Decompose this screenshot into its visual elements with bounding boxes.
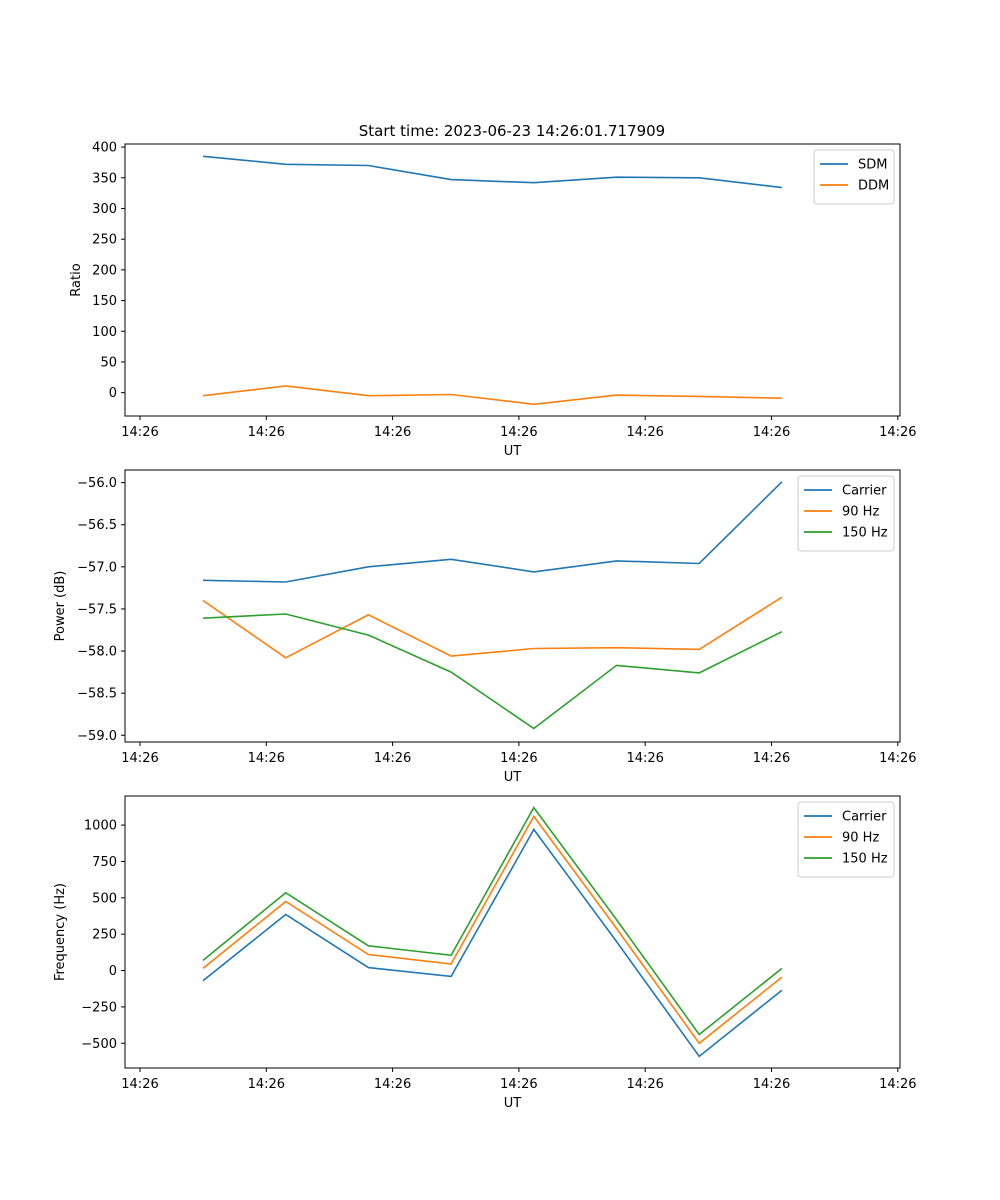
y-tick-label: 350 bbox=[92, 171, 117, 186]
y-tick-label: 100 bbox=[92, 325, 117, 340]
y-tick-label: −57.5 bbox=[77, 602, 117, 617]
axes-frame bbox=[124, 143, 901, 417]
y-tick-label: 0 bbox=[109, 386, 117, 401]
y-tick-label: 250 bbox=[92, 928, 117, 943]
y-tick-label: 50 bbox=[100, 355, 117, 370]
x-tick-label: 14:26 bbox=[121, 1077, 158, 1092]
chart-title: Start time: 2023-06-23 14:26:01.717909 bbox=[359, 122, 665, 140]
y-tick-label: −500 bbox=[81, 1037, 117, 1052]
x-tick-label: 14:26 bbox=[121, 425, 158, 440]
legend: Carrier 90 Hz 150 Hz bbox=[797, 801, 895, 878]
series-line-sdm bbox=[202, 155, 782, 189]
x-tick-label: 14:26 bbox=[374, 751, 411, 766]
y-axis-label: Power (dB) bbox=[53, 571, 68, 642]
y-tick-label: −58.0 bbox=[77, 645, 117, 660]
y-tick-label: 300 bbox=[92, 202, 117, 217]
x-axis-label: UT bbox=[504, 444, 522, 459]
legend: SDM DDM bbox=[813, 149, 895, 205]
x-tick-label: 14:26 bbox=[753, 1077, 790, 1092]
x-tick-label: 14:26 bbox=[374, 425, 411, 440]
y-tick-label: 750 bbox=[92, 855, 117, 870]
series-line-150-hz bbox=[202, 613, 783, 730]
series-line-carrier bbox=[202, 481, 783, 583]
y-tick-label: −58.5 bbox=[77, 687, 117, 702]
series-line-ddm bbox=[202, 385, 782, 406]
y-tick-label: 200 bbox=[92, 263, 117, 278]
axes-frame bbox=[124, 469, 901, 743]
y-tick-label: −56.0 bbox=[77, 476, 117, 491]
legend-entry: 90 Hz bbox=[842, 505, 879, 520]
x-tick-label: 14:26 bbox=[879, 425, 916, 440]
x-tick-label: 14:26 bbox=[500, 1077, 537, 1092]
y-tick-label: −56.5 bbox=[77, 518, 117, 533]
y-axis-label: Frequency (Hz) bbox=[53, 883, 68, 981]
x-tick-label: 14:26 bbox=[121, 751, 158, 766]
legend-entry: Carrier bbox=[842, 484, 887, 499]
x-tick-label: 14:26 bbox=[879, 751, 916, 766]
series-line-90-hz bbox=[202, 596, 783, 659]
axes-frame bbox=[124, 795, 901, 1069]
series-line-90-hz bbox=[202, 814, 783, 1045]
y-tick-label: 500 bbox=[92, 891, 117, 906]
y-tick-label: 250 bbox=[92, 233, 117, 248]
frequency-panel: −500 −250 0 250 500 750 1000 14:26 14:26 14:26 14:… bbox=[53, 795, 917, 1111]
x-tick-label: 14:26 bbox=[248, 425, 285, 440]
y-tick-label: 0 bbox=[109, 964, 117, 979]
legend-entry: 150 Hz bbox=[842, 526, 888, 541]
x-tick-label: 14:26 bbox=[626, 425, 663, 440]
x-tick-label: 14:26 bbox=[626, 751, 663, 766]
x-tick-label: 14:26 bbox=[626, 1077, 663, 1092]
x-tick-label: 14:26 bbox=[500, 425, 537, 440]
y-tick-label: 150 bbox=[92, 294, 117, 309]
x-tick-label: 14:26 bbox=[248, 751, 285, 766]
legend-entry: Carrier bbox=[842, 810, 887, 825]
x-tick-label: 14:26 bbox=[374, 1077, 411, 1092]
y-tick-label: 400 bbox=[92, 141, 117, 156]
x-tick-label: 14:26 bbox=[753, 751, 790, 766]
y-tick-label: −57.0 bbox=[77, 560, 117, 575]
ratio-panel: 0 50 100 150 200 250 300 350 400 14:26 14:26 14:26 1… bbox=[69, 141, 917, 459]
x-tick-label: 14:26 bbox=[500, 751, 537, 766]
x-tick-label: 14:26 bbox=[753, 425, 790, 440]
series-line-carrier bbox=[202, 828, 783, 1058]
y-tick-label: 1000 bbox=[84, 819, 117, 834]
legend: Carrier 90 Hz 150 Hz bbox=[797, 475, 895, 552]
x-axis-label: UT bbox=[504, 770, 522, 785]
y-tick-label: −250 bbox=[81, 1000, 117, 1015]
legend-entry: DDM bbox=[858, 179, 889, 194]
x-axis-label: UT bbox=[504, 1096, 522, 1111]
x-tick-label: 14:26 bbox=[879, 1077, 916, 1092]
series-line-150-hz bbox=[202, 806, 783, 1036]
power-panel: −59.0 −58.5 −58.0 −57.5 −57.0 −56.5 −56.0 14:26… bbox=[53, 469, 917, 785]
legend-entry: SDM bbox=[858, 158, 887, 173]
y-axis-label: Ratio bbox=[69, 263, 84, 296]
y-tick-label: −59.0 bbox=[77, 729, 117, 744]
legend-entry: 90 Hz bbox=[842, 831, 879, 846]
x-tick-label: 14:26 bbox=[248, 1077, 285, 1092]
legend-entry: 150 Hz bbox=[842, 852, 888, 867]
